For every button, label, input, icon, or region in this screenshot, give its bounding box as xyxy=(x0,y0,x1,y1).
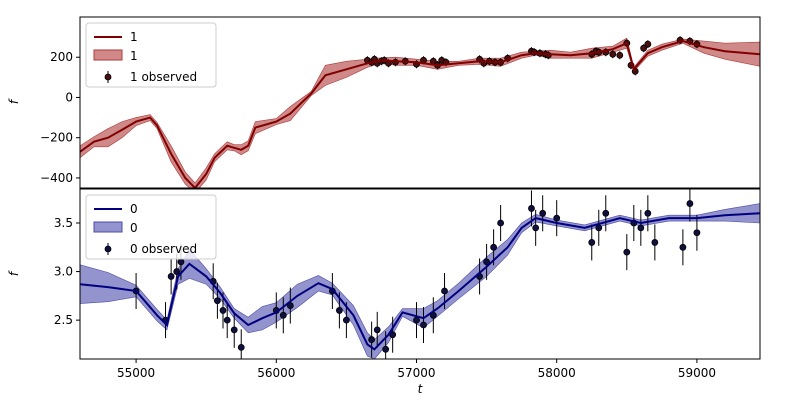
bottom-legend-label: 0 xyxy=(130,202,138,216)
bottom-x-tick-label: 56000 xyxy=(257,366,295,380)
bottom-observed-point xyxy=(644,209,652,217)
top-legend-point-swatch xyxy=(104,73,112,81)
bottom-plot-area xyxy=(80,189,760,359)
bottom-legend-label: 0 observed xyxy=(130,242,197,256)
bottom-y-tick-label: 2.5 xyxy=(54,313,73,327)
bottom-observed-point xyxy=(420,321,427,329)
top-plot-area xyxy=(80,36,760,188)
bottom-y-tick-label: 3.0 xyxy=(54,265,73,279)
bottom-observed-point xyxy=(368,336,376,343)
bottom-x-tick-label: 57000 xyxy=(397,366,435,380)
bottom-observed-point xyxy=(342,316,350,324)
top-mean-line xyxy=(80,40,760,188)
bottom-observed-point xyxy=(497,219,505,227)
bottom-observed-point xyxy=(373,326,381,334)
top-axes-frame xyxy=(79,16,761,189)
top-panel: 200 0 −200 −400 f 1 1 1 observed xyxy=(7,16,761,189)
bottom-legend-label: 0 xyxy=(130,221,138,235)
bottom-legend-point-swatch xyxy=(104,245,112,253)
bottom-observed-point xyxy=(651,239,659,246)
bottom-observed-point xyxy=(528,205,535,212)
bottom-legend-box xyxy=(85,194,217,260)
top-y-tick-label: −400 xyxy=(40,171,73,185)
top-y-tick-label: −200 xyxy=(40,131,73,145)
bottom-observed-point xyxy=(230,326,238,334)
bottom-observed-point xyxy=(553,214,561,222)
bottom-observed-point xyxy=(686,200,694,207)
bottom-observed-point xyxy=(279,311,287,319)
top-y-ticks: 200 0 −200 −400 xyxy=(40,50,80,185)
bottom-observed-point xyxy=(602,209,610,217)
bottom-x-tick-label: 58000 xyxy=(538,366,576,380)
top-y-tick-label: 200 xyxy=(50,50,73,64)
top-legend-band-swatch xyxy=(93,49,123,61)
bottom-observed-point xyxy=(177,258,185,266)
bottom-legend-band-swatch xyxy=(93,221,123,233)
bottom-observed-point xyxy=(623,248,631,256)
top-observed-point xyxy=(609,50,617,58)
bottom-panel: 3.53.02.5 55000 56000 57000 58000 59000 f t … xyxy=(7,188,761,396)
x-axis-label: t xyxy=(418,382,424,396)
bottom-observed-point xyxy=(237,343,245,351)
top-legend-box xyxy=(85,22,217,88)
top-observed-point xyxy=(640,44,648,52)
top-legend-label: 1 xyxy=(130,30,138,44)
bottom-observed-point xyxy=(637,224,645,232)
top-confidence-band xyxy=(80,37,760,188)
top-legend-label: 1 observed xyxy=(130,70,197,84)
bottom-observed-point xyxy=(413,316,420,324)
bottom-observed-point xyxy=(693,229,701,237)
bottom-axes-frame xyxy=(79,188,761,360)
bottom-x-tick-label: 59000 xyxy=(678,366,716,380)
bottom-observed-point xyxy=(532,224,540,232)
bottom-observed-point xyxy=(539,209,547,217)
bottom-observed-point xyxy=(382,345,390,353)
bottom-legend: 0 0 0 observed xyxy=(85,194,217,260)
bottom-observed-point xyxy=(490,243,498,251)
top-legend: 1 1 1 observed xyxy=(85,22,217,88)
top-y-tick-label: 0 xyxy=(65,90,73,104)
bottom-observed-point xyxy=(219,307,227,314)
bottom-observed-point xyxy=(335,307,343,314)
bottom-observed-point xyxy=(167,273,175,280)
bottom-observed-point xyxy=(214,297,221,305)
bottom-observed-point xyxy=(441,287,448,295)
bottom-observed-point xyxy=(595,224,603,232)
bottom-y-ticks: 3.5 3.0 2.5 xyxy=(54,216,80,327)
top-observed-point xyxy=(616,51,624,59)
bottom-observed-point xyxy=(173,268,181,275)
bottom-mean-line xyxy=(80,212,760,351)
bottom-observed-point xyxy=(223,316,231,324)
bottom-x-ticks: 55000 56000 57000 58000 59000 xyxy=(117,359,716,380)
bottom-y-axis-label: f xyxy=(7,270,21,276)
bottom-observed-point xyxy=(588,239,596,246)
top-observed-point xyxy=(644,40,652,48)
bottom-x-tick-label: 55000 xyxy=(117,366,155,380)
bottom-y-tick-label: 3.5 xyxy=(54,216,73,230)
bottom-observed-point xyxy=(679,243,687,251)
top-y-axis-label: f xyxy=(7,98,21,104)
bottom-observed-point xyxy=(483,258,490,266)
top-legend-label: 1 xyxy=(130,49,138,63)
